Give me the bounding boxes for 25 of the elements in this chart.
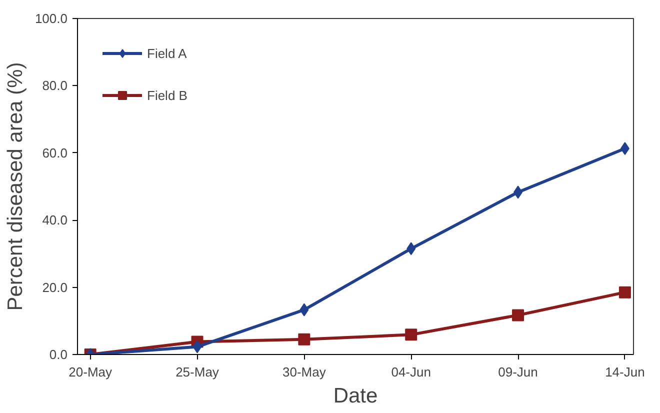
y-tick-label: 40.0	[42, 212, 68, 228]
point	[298, 333, 310, 346]
y-tick-label: 100.0	[34, 11, 68, 26]
x-tick-label: 30-May	[282, 364, 326, 380]
point	[405, 328, 418, 341]
point	[620, 142, 630, 156]
y-tick-label: 80.0	[42, 78, 68, 94]
y-tick-label: 0.0	[49, 347, 68, 362]
x-tick-label: 09-Jun	[498, 364, 538, 380]
x-tick-label: 25-May	[176, 364, 220, 380]
point	[512, 309, 524, 322]
point	[618, 286, 631, 298]
legend-label: Field A	[147, 46, 187, 60]
legend-label: Field B	[147, 88, 188, 102]
point	[300, 303, 309, 316]
x-axis-title: Date	[333, 384, 378, 408]
point	[406, 242, 416, 256]
x-tick-label: 04-Jun	[391, 364, 431, 380]
y-tick-label: 20.0	[42, 280, 68, 295]
y-axis-title: Percent diseased area (%)	[4, 62, 27, 311]
point	[514, 186, 523, 199]
point	[192, 340, 202, 354]
y-tick-label: 60.0	[42, 145, 68, 160]
x-tick-label: 20-May	[68, 364, 113, 380]
x-tick-label: 14-Jun	[605, 364, 645, 380]
